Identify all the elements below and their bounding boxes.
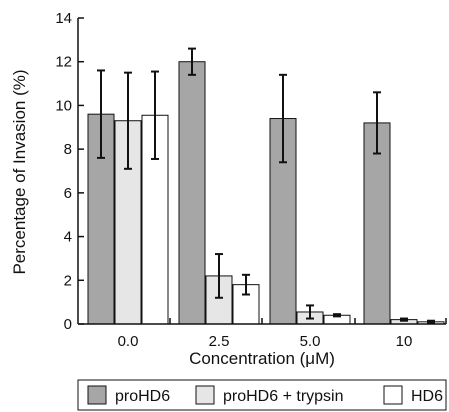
y-tick-label-10: 10 — [55, 97, 72, 114]
y-tick-label-6: 6 — [64, 185, 72, 202]
y-tick-label-4: 4 — [64, 229, 72, 246]
bar-prohd6-trypsin-2.5 — [205, 275, 233, 325]
x-tick-label-10: 10 — [396, 333, 413, 350]
legend-swatch-1 — [195, 385, 215, 405]
legend: proHD6 proHD6 + trypsin HD6 — [77, 379, 447, 411]
legend-swatch-2 — [383, 385, 403, 405]
bars-layer — [87, 61, 445, 325]
y-tick-label-8: 8 — [64, 141, 72, 158]
x-axis-label: Concentration (μM) — [189, 349, 335, 368]
y-tick-label-0: 0 — [64, 316, 72, 333]
legend-swatch-0 — [87, 385, 107, 405]
y-axis-label: Percentage of Invasion (%) — [10, 69, 29, 274]
bar-prohd6-10 — [363, 122, 391, 325]
legend-label-0: proHD6 — [115, 388, 170, 405]
y-tick-label-12: 12 — [55, 54, 72, 71]
error-bars-layer — [97, 47, 435, 324]
y-tick-label-14: 14 — [55, 10, 72, 27]
x-tick-label-5.0: 5.0 — [300, 333, 321, 350]
legend-label-1: proHD6 + trypsin — [223, 388, 344, 405]
bar-prohd6-2.5 — [178, 61, 206, 325]
x-tick-label-2.5: 2.5 — [209, 333, 230, 350]
y-tick-label-2: 2 — [64, 272, 72, 289]
legend-label-2: HD6 — [411, 388, 443, 405]
x-tick-label-0.0: 0.0 — [118, 333, 139, 350]
axes-layer: 0 2 4 6 8 10 12 14 0.0 2.5 5.0 10 — [55, 10, 447, 350]
